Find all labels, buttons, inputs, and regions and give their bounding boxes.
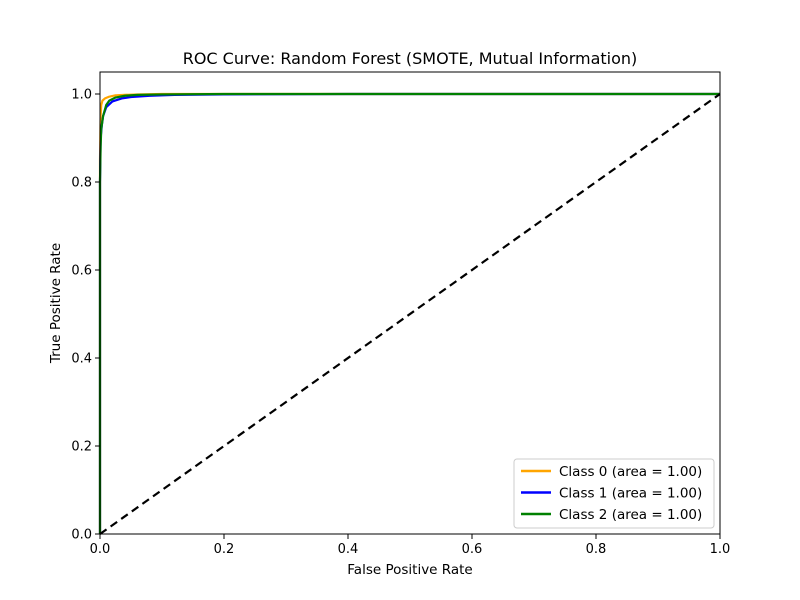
x-tick-label: 0.8 bbox=[586, 542, 607, 557]
chart-title: ROC Curve: Random Forest (SMOTE, Mutual … bbox=[183, 49, 638, 68]
legend-label-class-2: Class 2 (area = 1.00) bbox=[559, 507, 702, 523]
y-tick-label: 0.6 bbox=[71, 264, 92, 279]
legend-label-class-1: Class 1 (area = 1.00) bbox=[559, 486, 702, 502]
y-tick-label: 0.4 bbox=[71, 352, 92, 367]
y-tick-label: 0.2 bbox=[71, 440, 92, 455]
axis-ticks: 0.0 0.2 0.4 0.6 0.8 1.0 0.0 0.2 0.4 0.6 0.8 1.0 bbox=[71, 88, 730, 558]
roc-curve-class-2 bbox=[98, 92, 720, 534]
y-tick-label: 1.0 bbox=[71, 88, 92, 103]
y-tick-label: 0.0 bbox=[71, 528, 92, 543]
y-axis-label: True Positive Rate bbox=[48, 243, 64, 364]
plot-frame bbox=[99, 71, 721, 535]
x-tick-label: 1.0 bbox=[710, 542, 731, 557]
chance-diagonal-line bbox=[99, 93, 721, 535]
x-axis-label: False Positive Rate bbox=[347, 562, 472, 578]
x-tick-label: 0.6 bbox=[462, 542, 483, 557]
legend-box bbox=[513, 458, 715, 529]
x-tick-label: 0.4 bbox=[338, 542, 359, 557]
x-tick-label: 0.0 bbox=[90, 542, 111, 557]
x-tick-label: 0.2 bbox=[214, 542, 235, 557]
plot-area bbox=[98, 92, 721, 535]
legend: Class 0 (area = 1.00) Class 1 (area = 1.0… bbox=[513, 458, 715, 529]
y-tick-label: 0.8 bbox=[71, 176, 92, 191]
legend-label-class-0: Class 0 (area = 1.00) bbox=[559, 464, 702, 480]
